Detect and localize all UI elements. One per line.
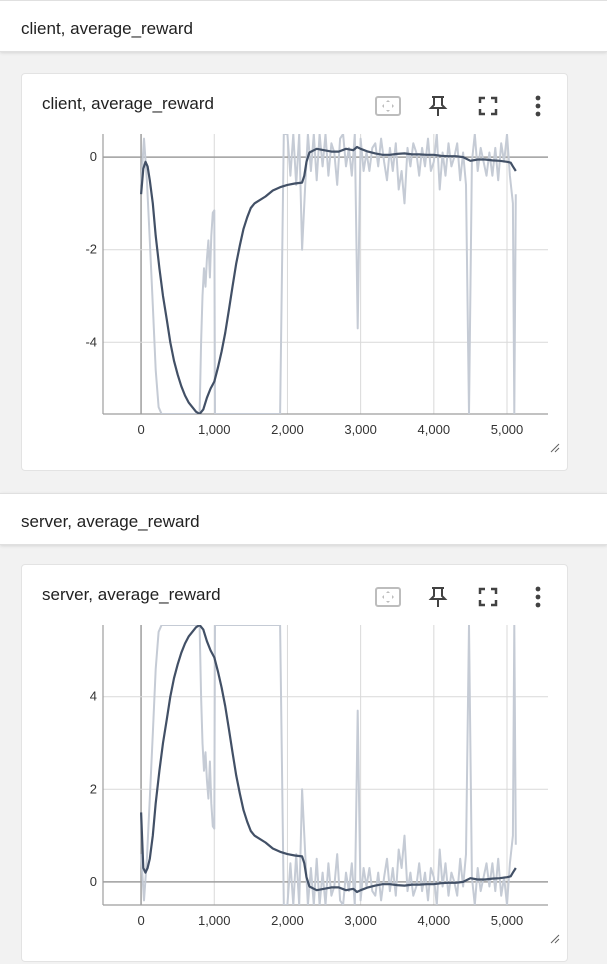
x-tick-label: 2,000 (271, 913, 304, 928)
fit-domain-button[interactable] (372, 581, 404, 613)
fit-domain-icon (375, 96, 401, 116)
line-chart-client: 0 1,000 2,000 3,000 4,000 5,000 0 -2 -4 (85, 134, 560, 453)
series-group (140, 625, 517, 905)
chart-card-client: client, average_reward 0 1,000 2,000 3,000 4… (21, 73, 568, 471)
pin-icon (428, 587, 448, 607)
x-tick-label: 0 (137, 422, 144, 437)
card-title: client, average_reward (42, 94, 214, 113)
group-title: server, average_reward (21, 512, 200, 531)
fit-domain-icon (375, 587, 401, 607)
more-options-button[interactable] (522, 90, 554, 122)
pin-button[interactable] (422, 90, 454, 122)
chart-card-server: server, average_reward 0 1,000 2,000 3,000 4… (21, 564, 568, 962)
raw-series-line (140, 134, 517, 414)
y-tick-label: 0 (90, 874, 97, 889)
resize-handle-icon (550, 934, 560, 944)
fullscreen-button[interactable] (472, 90, 504, 122)
x-tick-label: 2,000 (271, 422, 304, 437)
x-tick-label: 5,000 (491, 422, 524, 437)
y-tick-label: 4 (90, 689, 97, 704)
x-tick-label: 3,000 (344, 422, 377, 437)
resize-handle-icon (550, 443, 560, 453)
x-tick-label: 4,000 (418, 422, 451, 437)
smoothed-series-line (140, 625, 517, 894)
y-tick-label: 0 (90, 149, 97, 164)
fullscreen-button[interactable] (472, 581, 504, 613)
more-vert-icon (535, 95, 541, 117)
group-title: client, average_reward (21, 19, 193, 38)
x-tick-label: 4,000 (418, 913, 451, 928)
y-tick-label: -4 (85, 334, 97, 349)
x-tick-label: 1,000 (198, 913, 231, 928)
card-title: server, average_reward (42, 585, 221, 604)
more-vert-icon (535, 586, 541, 608)
smoothed-series-line (140, 145, 517, 414)
group-header-client[interactable]: client, average_reward (0, 0, 607, 52)
group-header-server[interactable]: server, average_reward (0, 493, 607, 545)
raw-series-line (140, 625, 517, 905)
more-options-button[interactable] (522, 581, 554, 613)
y-tick-label: -2 (85, 242, 97, 257)
fullscreen-icon (478, 96, 498, 116)
series-group (140, 134, 517, 414)
fit-domain-button[interactable] (372, 90, 404, 122)
x-tick-label: 3,000 (344, 913, 377, 928)
pin-button[interactable] (422, 581, 454, 613)
x-tick-label: 5,000 (491, 913, 524, 928)
line-chart-server: 0 1,000 2,000 3,000 4,000 5,000 4 2 0 (90, 625, 560, 944)
pin-icon (428, 96, 448, 116)
fullscreen-icon (478, 587, 498, 607)
y-tick-label: 2 (90, 781, 97, 796)
x-tick-label: 0 (137, 913, 144, 928)
x-tick-label: 1,000 (198, 422, 231, 437)
